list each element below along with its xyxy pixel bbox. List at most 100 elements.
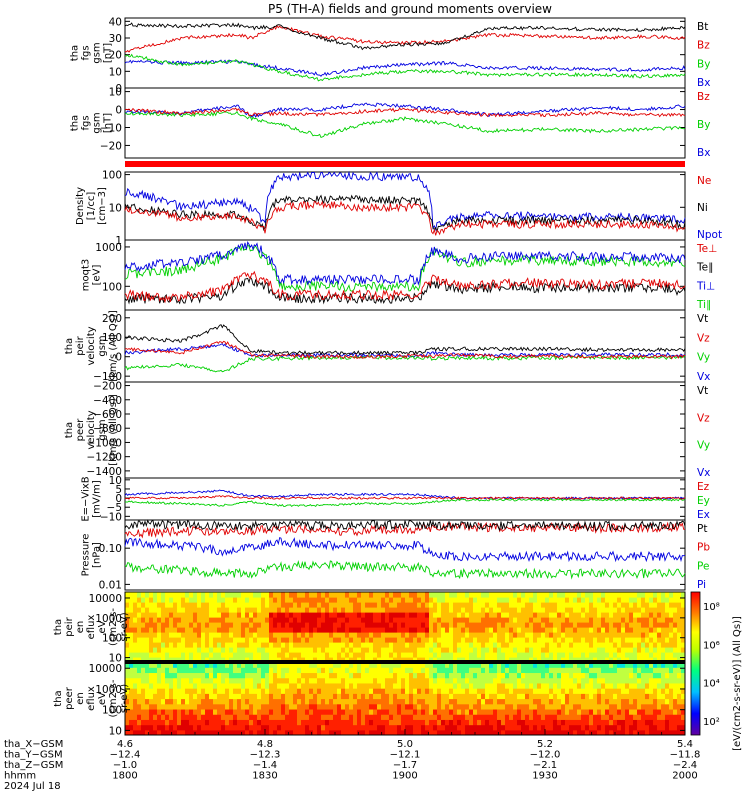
x-axis-value: −12.4 [110, 750, 141, 761]
y-axis-label-line: [km/s (All Qs)] [108, 394, 119, 466]
y-axis-label-line: peir [64, 616, 75, 636]
legend-entry: Te∥ [696, 262, 713, 274]
y-axis-label-line: gsm [97, 419, 108, 440]
spectrogram-image [125, 662, 685, 735]
legend-entry: Pt [697, 523, 707, 535]
y-tick-label: 10 [109, 66, 122, 78]
y-axis-label-line: fgs [81, 115, 92, 130]
y-tick-label: 10 [109, 202, 122, 214]
y-axis-label-line: peer [75, 418, 86, 442]
y-axis-label-line: tha [53, 690, 64, 706]
legend-entry: Ey [697, 495, 710, 507]
legend-entry: By [697, 119, 710, 131]
panel-frame [124, 519, 686, 591]
y-tick-label: 0 [115, 352, 122, 364]
x-axis-value: −12.0 [530, 750, 561, 761]
quality-flag-bar [125, 161, 685, 167]
y-axis-label-line: [mV/m] [92, 480, 103, 518]
x-axis-value: 5.4 [677, 739, 693, 750]
series-line-Ex [124, 489, 686, 500]
y-axis-label: Density [1/cc] [cm−3] [75, 187, 108, 225]
legend-entry: Te⊥ [696, 243, 717, 255]
y-tick-label: −20 [100, 140, 122, 152]
x-axis-value: 1930 [532, 771, 557, 782]
legend-entry: Bx [697, 147, 710, 159]
series-line-Pe [124, 560, 686, 580]
y-tick-label: −800 [93, 423, 122, 435]
y-axis-label-line: E=−VixB [81, 476, 92, 521]
spectrogram-divider [125, 660, 685, 664]
panel-frame [124, 239, 686, 311]
colorbar-tick-label: 10⁶ [703, 640, 720, 651]
series-line-Ti⊥ [124, 240, 686, 286]
legend-entry: Pi [697, 579, 706, 591]
legend-entry: Vz [697, 412, 710, 424]
figure-title: P5 (TH-A) fields and ground moments over… [268, 2, 552, 16]
y-axis-label: tha fgs gsm [nT] [70, 112, 114, 133]
y-axis-label: moqt3 [eV] [81, 259, 103, 292]
y-tick-label: 10000 [89, 663, 122, 675]
y-axis-label-line: en [75, 621, 86, 634]
x-axis-row-label: tha_X−GSM [4, 739, 63, 750]
spectrogram-image [125, 592, 685, 662]
y-tick-label: 40 [109, 16, 122, 28]
panel-peer-spectrogram: 10 100 1000 10000 tha peer en eflux eV (cm2-s-sr-… [53, 661, 686, 737]
y-tick-label: 20 [109, 50, 122, 62]
legend-entry: Ni [697, 202, 708, 214]
y-axis-label-line: [nT] [103, 43, 114, 63]
x-axis-value: −1.7 [393, 760, 417, 771]
legend-entry: Ex [697, 509, 710, 521]
y-tick-label: −200 [93, 381, 122, 393]
panel-peir-spectrogram: 10 100 1000 10000 tha peir en eflux eV (cm2-s-sr-… [53, 591, 686, 665]
panel-frame [124, 17, 686, 89]
y-tick-label: 0 [115, 105, 122, 117]
series-line-By [124, 110, 686, 138]
y-axis-label-line: tha [70, 115, 81, 131]
y-tick-label: 10000 [89, 593, 122, 605]
x-axis-value: −2.4 [673, 760, 697, 771]
legend-entry: Ne [697, 175, 711, 187]
legend-entry: By [697, 58, 710, 70]
x-axis-value: 1800 [112, 771, 137, 782]
series-line-Bz [124, 24, 686, 53]
x-axis-value: −2.1 [533, 760, 557, 771]
y-tick-label: 0.10 [99, 543, 122, 555]
y-axis-label-line: peer [64, 686, 75, 710]
colorbar-scale [690, 591, 701, 736]
series-line-By [124, 53, 686, 82]
y-tick-label: −600 [93, 409, 122, 421]
y-axis-label-line: [km/s (All Qs)] [108, 310, 119, 382]
y-tick-label: 10 [109, 725, 122, 737]
y-axis-label-line: fgs [81, 45, 92, 60]
y-axis-label-line: eV [97, 692, 108, 705]
y-tick-label: −1200 [86, 452, 122, 464]
y-tick-label: 30 [109, 33, 122, 45]
x-axis-value: −1.4 [253, 760, 277, 771]
legend-entry: Ez [697, 481, 710, 493]
x-axis-value: −1.0 [113, 760, 137, 771]
legend-entry: Vx [697, 467, 710, 479]
y-tick-label: 10 [109, 87, 122, 99]
y-axis-label-line: tha [64, 338, 75, 354]
date-label: 2024 Jul 18 [4, 781, 61, 792]
y-tick-label: 100 [102, 281, 122, 293]
y-tick-label: 100 [102, 332, 122, 344]
y-tick-label: 0 [115, 83, 122, 95]
y-axis-label-line: eV [97, 620, 108, 633]
panel-fgs-btot: 0 10 20 30 40 tha fgs gsm [nT] Bt Bz By Bx [70, 16, 711, 95]
y-axis-label: tha peer en eflux eV (cm2-s-sr-eV) [53, 679, 130, 717]
y-tick-label: 1 [115, 235, 122, 247]
legend-entry: Vx [697, 371, 710, 383]
y-axis-label-line: gsm [92, 112, 103, 133]
y-axis-label-line: (cm2-s- [108, 608, 119, 646]
y-axis-label-line: eflux [86, 686, 97, 711]
series-line-Ez [124, 495, 686, 500]
y-tick-label: 1000 [95, 684, 122, 696]
y-tick-label: 1000 [95, 242, 122, 254]
legend-entry: Bt [697, 21, 708, 33]
y-tick-label: 5 [115, 484, 122, 496]
